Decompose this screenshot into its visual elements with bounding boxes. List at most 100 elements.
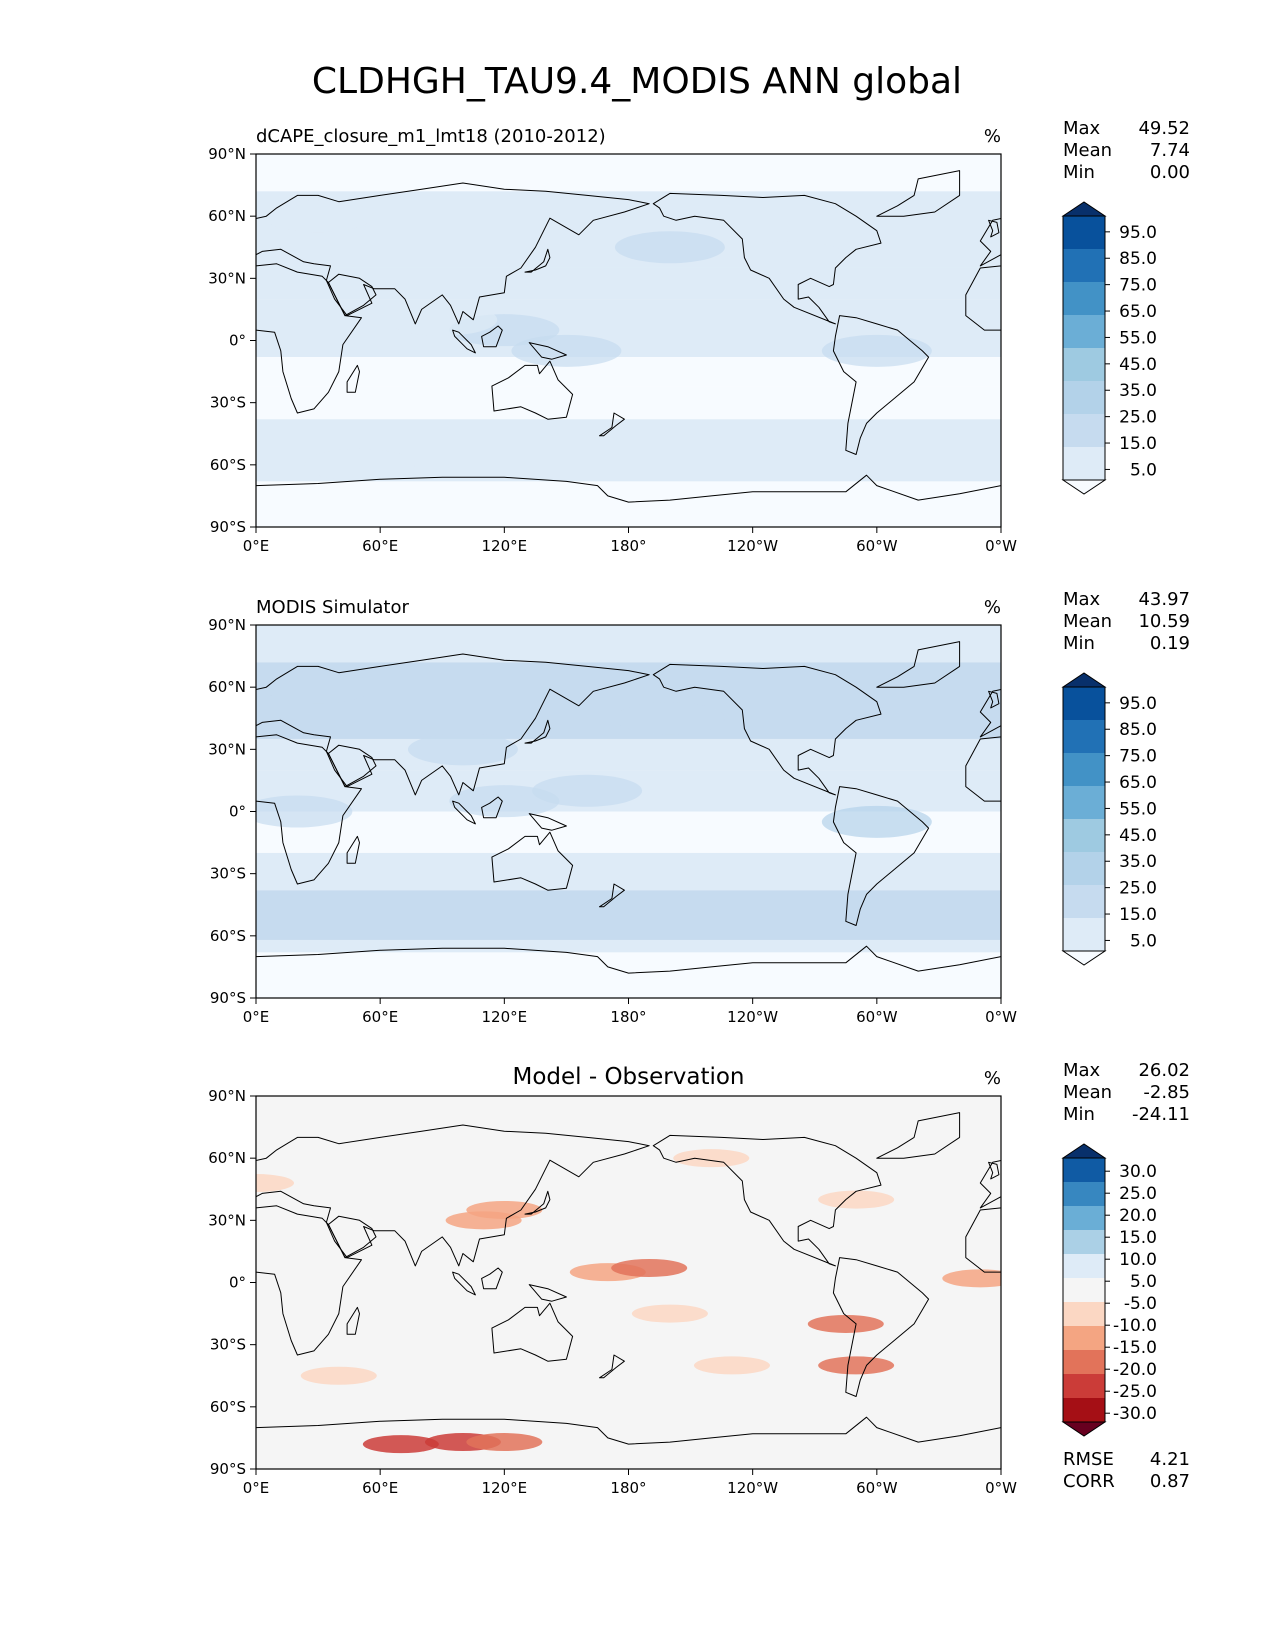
stat-max-value: 49.52 <box>1138 118 1190 139</box>
stat-max-label: Max <box>1063 589 1101 610</box>
colorbar-extend-top <box>1061 1143 1107 1159</box>
coastline-sumatra <box>452 800 476 825</box>
x-tick-label: 120°W <box>727 537 778 555</box>
panel-3: 0°E 60°E 120°E 180° 120°W 60°W 0°W 90°N 60°N 30°N… <box>208 1060 1190 1497</box>
field-band-2 <box>256 738 1001 771</box>
coastline-japan <box>524 248 551 273</box>
colorbar-tick-label: 75.0 <box>1119 747 1157 767</box>
colorbar-tick-label: 30.0 <box>1119 1162 1157 1182</box>
colorbar-tick-label: 15.0 <box>1119 434 1157 454</box>
coastline-australia <box>491 831 574 891</box>
colorbar-swatch <box>1063 1182 1105 1207</box>
coastline-australia <box>491 1302 574 1362</box>
coastline-arabia <box>327 1215 377 1259</box>
y-tick-label: 60°S <box>210 456 246 474</box>
field-blob-0 <box>362 1435 439 1454</box>
coastline-africa <box>256 263 362 414</box>
coastline-africa-wrap <box>965 265 1001 331</box>
y-tick-label: 30°N <box>208 1211 246 1229</box>
stat-min-value: 0.00 <box>1150 162 1190 183</box>
colorbar-swatch <box>1063 885 1105 919</box>
colorbar-tick-label: -5.0 <box>1124 1294 1157 1314</box>
map-field <box>256 1096 1001 1469</box>
field-blob-6 <box>466 1200 543 1219</box>
corr-label: CORR <box>1063 1471 1115 1492</box>
y-tick-label: 30°S <box>210 394 246 412</box>
field-blob-13 <box>631 1304 708 1323</box>
colorbar-swatch <box>1063 918 1105 952</box>
coastline-newguinea <box>528 342 567 360</box>
coastline-samerica <box>832 1257 930 1397</box>
panel-title: Model - Observation <box>512 1064 744 1090</box>
colorbar-tick-label: -25.0 <box>1113 1382 1157 1402</box>
coastline-britain-wrap <box>988 219 1000 238</box>
colorbar-tick-label: 25.0 <box>1119 1184 1157 1204</box>
stat-min-value: 0.19 <box>1150 633 1190 654</box>
colorbar-swatch <box>1063 447 1105 481</box>
x-tick-label: 120°E <box>482 1008 528 1026</box>
x-tick-label: 0°W <box>985 1008 1017 1026</box>
x-tick-label: 60°W <box>856 1479 898 1497</box>
colorbar-swatch <box>1063 819 1105 853</box>
coastline-newguinea <box>528 813 567 831</box>
coastline-namerica <box>652 192 882 325</box>
coastline-sumatra <box>452 329 476 354</box>
y-tick-label: 30°N <box>208 269 246 287</box>
x-tick-label: 120°W <box>727 1479 778 1497</box>
field-blob-0 <box>263 671 374 704</box>
coastline-australia <box>491 360 574 420</box>
coastline-britain-wrap <box>988 1161 1000 1180</box>
coastline-namerica <box>652 1134 882 1267</box>
coastline-namerica <box>652 663 882 796</box>
field-blob-9 <box>256 1174 294 1193</box>
y-tick-label: 0° <box>229 332 246 350</box>
y-tick-label: 90°N <box>208 145 246 163</box>
colorbar-swatch <box>1063 753 1105 787</box>
field-blob-6 <box>407 733 518 766</box>
coastline-antarctica <box>256 945 1001 998</box>
field-blob-5 <box>821 334 932 367</box>
coastline-eurasia <box>256 1124 650 1267</box>
colorbar-tick-label: 45.0 <box>1119 355 1157 375</box>
coastline-africa <box>256 734 362 885</box>
coastline-antarctica <box>256 1416 1001 1469</box>
x-tick-label: 0°W <box>985 1479 1017 1497</box>
coastline-madagascar <box>346 364 360 393</box>
colorbar: 95.0 85.0 75.0 65.0 55.0 45.0 35.0 25.0 15.0 5.0 <box>1061 672 1157 966</box>
field-blob-7 <box>673 1149 750 1168</box>
field-band-8 <box>256 952 1001 998</box>
coastline-africa <box>256 1205 362 1356</box>
x-tick-label: 60°W <box>856 537 898 555</box>
colorbar-swatch <box>1063 1398 1105 1423</box>
coastline-greenland <box>876 1112 961 1159</box>
y-tick-label: 90°S <box>210 518 246 536</box>
coastline-madagascar <box>346 1306 360 1335</box>
map-field <box>256 625 1001 998</box>
colorbar-swatch <box>1063 282 1105 316</box>
units-label: % <box>984 126 1001 147</box>
field-blob-14 <box>300 1366 377 1385</box>
colorbar: 95.0 85.0 75.0 65.0 55.0 45.0 35.0 25.0 15.0 5.0 <box>1061 201 1157 495</box>
colorbar-tick-label: 5.0 <box>1130 931 1157 951</box>
coastline-japan <box>524 719 551 744</box>
coastline-antarctica <box>256 474 1001 527</box>
field-blob-7 <box>304 448 415 481</box>
field-blob-0 <box>263 200 374 233</box>
panel-title: dCAPE_closure_m1_lmt18 (2010-2012) <box>256 126 606 147</box>
colorbar-tick-label: 65.0 <box>1119 302 1157 322</box>
field-band-6 <box>256 890 1001 940</box>
y-tick-label: 60°N <box>208 207 246 225</box>
y-tick-label: 60°N <box>208 1149 246 1167</box>
colorbar-extend-bottom <box>1061 950 1107 966</box>
x-tick-label: 60°E <box>362 537 398 555</box>
colorbar-tick-label: 55.0 <box>1119 328 1157 348</box>
colorbar-extend-bottom <box>1061 1421 1107 1437</box>
colorbar-swatch <box>1063 348 1105 382</box>
y-tick-label: 30°S <box>210 1336 246 1354</box>
field-blob-10 <box>807 1314 884 1333</box>
colorbar-tick-label: 55.0 <box>1119 799 1157 819</box>
colorbar-swatch <box>1063 1230 1105 1255</box>
colorbar-swatch <box>1063 315 1105 349</box>
panel-1: 0°E 60°E 120°E 180° 120°W 60°W 0°W 90°N 60°N 30°N… <box>208 118 1190 555</box>
